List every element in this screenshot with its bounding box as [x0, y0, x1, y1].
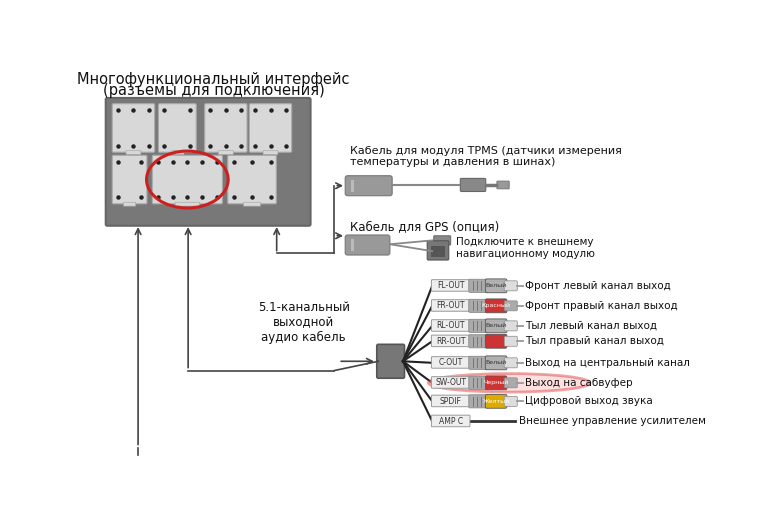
- Text: Желтый: Желтый: [483, 399, 510, 404]
- Text: Черный: Черный: [483, 380, 508, 386]
- Text: FR-OUT: FR-OUT: [437, 301, 465, 311]
- FancyBboxPatch shape: [469, 376, 488, 389]
- FancyBboxPatch shape: [505, 301, 517, 311]
- FancyBboxPatch shape: [431, 415, 470, 427]
- Text: Выход на сабвуфер: Выход на сабвуфер: [526, 378, 633, 388]
- FancyBboxPatch shape: [126, 151, 141, 155]
- FancyBboxPatch shape: [263, 151, 278, 155]
- Text: C-OUT: C-OUT: [439, 358, 463, 367]
- FancyBboxPatch shape: [485, 319, 507, 333]
- Text: AMP C: AMP C: [439, 417, 463, 426]
- Text: Белый: Белый: [486, 283, 507, 288]
- FancyBboxPatch shape: [427, 241, 449, 260]
- Text: FL-OUT: FL-OUT: [437, 281, 465, 290]
- FancyBboxPatch shape: [469, 334, 488, 348]
- FancyBboxPatch shape: [431, 280, 470, 291]
- FancyBboxPatch shape: [345, 235, 390, 255]
- FancyBboxPatch shape: [351, 239, 355, 251]
- FancyBboxPatch shape: [505, 281, 517, 291]
- FancyBboxPatch shape: [171, 151, 184, 155]
- FancyBboxPatch shape: [505, 336, 517, 346]
- FancyBboxPatch shape: [430, 246, 445, 257]
- Text: Белый: Белый: [486, 324, 507, 328]
- FancyBboxPatch shape: [469, 356, 488, 369]
- FancyBboxPatch shape: [485, 334, 507, 348]
- FancyBboxPatch shape: [431, 300, 470, 311]
- FancyBboxPatch shape: [485, 376, 507, 390]
- Text: Красный: Красный: [482, 303, 511, 308]
- FancyBboxPatch shape: [112, 155, 147, 204]
- Text: Фронт левый канал выход: Фронт левый канал выход: [526, 281, 671, 291]
- FancyBboxPatch shape: [351, 180, 355, 192]
- Text: Тыл правый канал выход: Тыл правый канал выход: [526, 336, 665, 346]
- FancyBboxPatch shape: [123, 202, 136, 206]
- Text: Кабель для модуля TPMS (датчики измерения
температуры и давления в шинах): Кабель для модуля TPMS (датчики измерени…: [350, 146, 622, 167]
- FancyBboxPatch shape: [345, 176, 392, 196]
- FancyBboxPatch shape: [175, 202, 200, 206]
- Text: Подключите к внешнему
навигационному модулю: Подключите к внешнему навигационному мод…: [456, 237, 595, 259]
- FancyBboxPatch shape: [431, 320, 470, 331]
- FancyBboxPatch shape: [485, 394, 507, 408]
- FancyBboxPatch shape: [219, 151, 234, 155]
- FancyBboxPatch shape: [152, 155, 223, 204]
- FancyBboxPatch shape: [485, 279, 507, 293]
- Text: 5.1-канальный
выходной
аудио кабель: 5.1-канальный выходной аудио кабель: [258, 301, 350, 344]
- FancyBboxPatch shape: [485, 356, 507, 370]
- FancyBboxPatch shape: [431, 357, 470, 368]
- FancyBboxPatch shape: [159, 104, 196, 152]
- FancyBboxPatch shape: [497, 181, 509, 189]
- FancyBboxPatch shape: [431, 377, 470, 388]
- FancyBboxPatch shape: [469, 319, 488, 332]
- FancyBboxPatch shape: [460, 178, 486, 192]
- FancyBboxPatch shape: [205, 104, 247, 152]
- FancyBboxPatch shape: [433, 236, 451, 245]
- Text: Тыл левый канал выход: Тыл левый канал выход: [526, 321, 658, 331]
- Text: Цифровой выход звука: Цифровой выход звука: [526, 396, 653, 406]
- Text: RL-OUT: RL-OUT: [437, 321, 465, 330]
- Text: Выход на центральный канал: Выход на центральный канал: [526, 358, 690, 368]
- FancyBboxPatch shape: [228, 155, 276, 204]
- Ellipse shape: [428, 374, 590, 392]
- FancyBboxPatch shape: [431, 395, 470, 407]
- Text: Кабель для GPS (опция): Кабель для GPS (опция): [350, 220, 499, 233]
- Text: SPDIF: SPDIF: [440, 397, 462, 406]
- Text: Фронт правый канал выход: Фронт правый канал выход: [526, 301, 678, 311]
- FancyBboxPatch shape: [505, 378, 517, 388]
- FancyBboxPatch shape: [505, 358, 517, 368]
- Text: RR-OUT: RR-OUT: [436, 337, 465, 346]
- FancyBboxPatch shape: [505, 321, 517, 331]
- FancyBboxPatch shape: [469, 299, 488, 313]
- FancyBboxPatch shape: [249, 104, 291, 152]
- FancyBboxPatch shape: [376, 344, 405, 378]
- FancyBboxPatch shape: [505, 396, 517, 406]
- FancyBboxPatch shape: [112, 104, 155, 152]
- Text: SW-OUT: SW-OUT: [435, 378, 466, 387]
- FancyBboxPatch shape: [469, 279, 488, 292]
- Text: (разъемы для подключения): (разъемы для подключения): [102, 82, 324, 97]
- FancyBboxPatch shape: [244, 202, 261, 206]
- FancyBboxPatch shape: [469, 395, 488, 408]
- FancyBboxPatch shape: [485, 299, 507, 313]
- Text: Многофункциональный интерфейс: Многофункциональный интерфейс: [77, 72, 350, 87]
- FancyBboxPatch shape: [105, 98, 311, 226]
- Text: Белый: Белый: [486, 361, 507, 365]
- Text: Внешнее управление усилителем: Внешнее управление усилителем: [519, 416, 706, 426]
- FancyBboxPatch shape: [431, 335, 470, 346]
